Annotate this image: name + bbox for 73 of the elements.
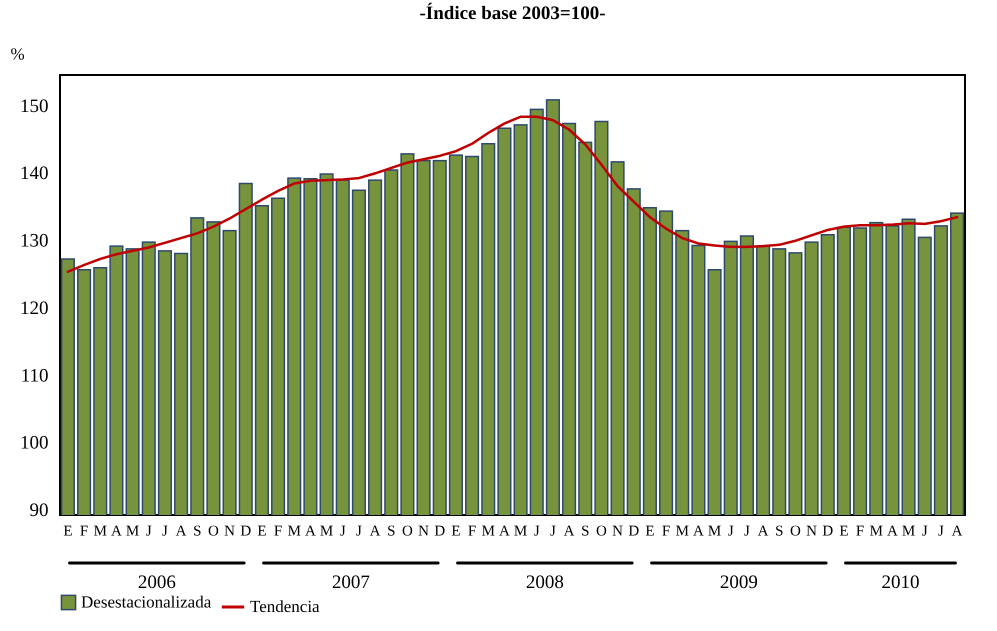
x-tick-label: A	[758, 524, 769, 540]
text: 2006	[138, 572, 176, 593]
y-tick-label: 130	[20, 230, 48, 252]
x-tick-label: N	[612, 524, 624, 540]
x-tick-label: M	[482, 524, 495, 540]
x-tick-label: N	[806, 524, 818, 540]
x-tick-label: D	[628, 524, 640, 540]
x-tick-label: S	[387, 524, 396, 540]
x-tick-label: J	[728, 524, 734, 540]
x-tick-label: M	[126, 524, 140, 540]
x-tick-label: M	[676, 524, 689, 540]
x-tick-label: N	[418, 524, 430, 540]
text: 2008	[526, 572, 564, 593]
x-tick-label: A	[886, 524, 898, 540]
x-tick-label: O	[790, 524, 801, 540]
x-tick-label: S	[775, 524, 784, 540]
x-tick-label: M	[288, 524, 301, 540]
text: 2007	[332, 572, 370, 593]
text: 2010	[881, 572, 920, 593]
x-tick-label: A	[564, 524, 575, 540]
x-tick-label: M	[94, 524, 107, 540]
chart-title: -Índice base 2003=100-	[419, 2, 606, 24]
x-tick-label: F	[856, 524, 864, 540]
text: 2009	[720, 572, 758, 593]
x-tick-label: F	[274, 524, 282, 540]
x-tick-label: A	[370, 524, 381, 540]
legend-label: Desestacionalizada	[81, 592, 212, 612]
x-tick-label: J	[162, 524, 168, 540]
x-tick-label: J	[146, 524, 152, 540]
x-tick-label: A	[176, 524, 187, 540]
x-tick-label: E	[451, 524, 461, 540]
x-tick-label: J	[534, 524, 540, 540]
x-tick-label: O	[208, 524, 219, 540]
x-tick-label: D	[434, 524, 446, 540]
x-tick-label: O	[402, 524, 413, 540]
x-tick-label: N	[224, 524, 236, 540]
x-tick-label: D	[240, 524, 252, 540]
x-tick-label: A	[304, 524, 316, 540]
x-tick-label: J	[550, 524, 556, 540]
x-tick-label: S	[581, 524, 590, 540]
x-tick-label: M	[514, 524, 528, 540]
x-tick-label: F	[80, 524, 88, 540]
x-tick-label: M	[320, 524, 334, 540]
y-tick-label: 150	[20, 96, 48, 117]
x-tick-label: J	[356, 524, 362, 540]
y-axis-title: %	[10, 44, 25, 64]
x-tick-label: J	[922, 524, 928, 540]
x-tick-label: F	[468, 524, 476, 540]
x-tick-label: O	[596, 524, 607, 540]
x-tick-label: J	[340, 524, 346, 540]
line-series	[66, 116, 958, 274]
y-tick-label: 120	[20, 298, 48, 319]
x-tick-label: M	[708, 524, 722, 540]
x-tick-label: S	[193, 524, 202, 540]
y-tick-label: 90	[30, 500, 48, 522]
y-tick-label: 100	[20, 432, 48, 454]
x-tick-label: E	[63, 524, 73, 540]
x-tick-label: F	[662, 524, 670, 540]
x-tick-label: J	[744, 524, 750, 540]
y-tick-label: 140	[20, 163, 48, 184]
legend-label: Tendencia	[250, 597, 320, 616]
x-tick-label: E	[839, 524, 848, 540]
x-tick-label: J	[938, 524, 944, 540]
x-tick-label: M	[870, 524, 883, 540]
x-tick-label: E	[645, 524, 654, 540]
y-tick-label: 110	[20, 365, 48, 386]
x-tick-label: A	[111, 524, 122, 540]
x-tick-label: A	[692, 524, 704, 540]
x-tick-label: M	[902, 524, 916, 540]
x-tick-label: E	[257, 524, 267, 540]
x-tick-label: D	[822, 524, 834, 540]
x-tick-label: A	[952, 524, 963, 540]
x-tick-label: A	[498, 524, 510, 540]
